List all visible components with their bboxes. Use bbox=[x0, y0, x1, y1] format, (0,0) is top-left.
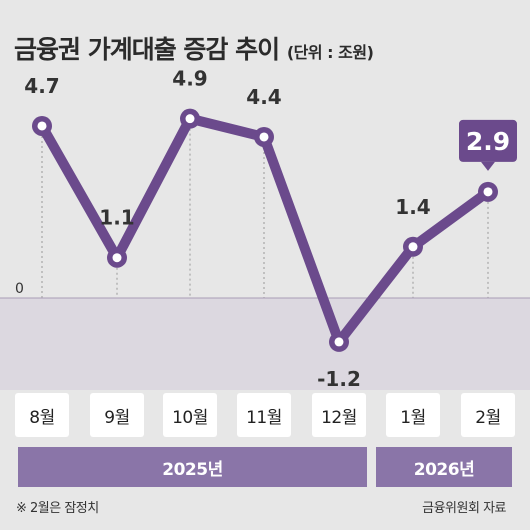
data-point bbox=[408, 242, 418, 252]
source-note: 금융위원회 자료 bbox=[422, 501, 506, 516]
year-label: 2026년 bbox=[376, 447, 512, 487]
data-point bbox=[259, 132, 269, 142]
chart-title: 금융권 가계대출 증감 추이 (단위 : 조원) bbox=[14, 30, 374, 66]
value-label: -1.2 bbox=[317, 367, 361, 390]
month-label: 10월 bbox=[163, 393, 217, 437]
data-point bbox=[185, 114, 195, 124]
month-label: 8월 bbox=[15, 393, 69, 437]
zero-label: 0 bbox=[15, 281, 24, 297]
data-point bbox=[112, 253, 122, 263]
value-label: 1.4 bbox=[395, 195, 430, 219]
data-point bbox=[334, 337, 344, 347]
month-label: 9월 bbox=[90, 393, 144, 437]
value-label: 4.9 bbox=[172, 67, 207, 91]
value-label-highlight: 2.9 bbox=[466, 127, 510, 156]
footnote: ※ 2월은 잠정치 bbox=[16, 501, 99, 516]
month-label: 12월 bbox=[312, 393, 366, 437]
month-label: 2월 bbox=[461, 393, 515, 437]
value-label: 4.4 bbox=[246, 85, 281, 109]
year-label: 2025년 bbox=[18, 447, 367, 487]
data-point bbox=[37, 121, 47, 131]
highlight-badge bbox=[459, 119, 517, 162]
title-text: 금융권 가계대출 증감 추이 bbox=[14, 35, 280, 64]
negative-region bbox=[0, 298, 530, 390]
highlight-pointer bbox=[481, 161, 495, 171]
value-label: 1.1 bbox=[99, 206, 134, 230]
unit-label: (단위 : 조원) bbox=[286, 43, 374, 62]
line-chart: 0 4.7 1.1 4.9 4.4 -1.2 1.4 2.9 bbox=[0, 67, 530, 390]
month-label: 1월 bbox=[386, 393, 440, 437]
data-point bbox=[483, 187, 493, 197]
value-label: 4.7 bbox=[24, 74, 59, 98]
month-label: 11월 bbox=[237, 393, 291, 437]
